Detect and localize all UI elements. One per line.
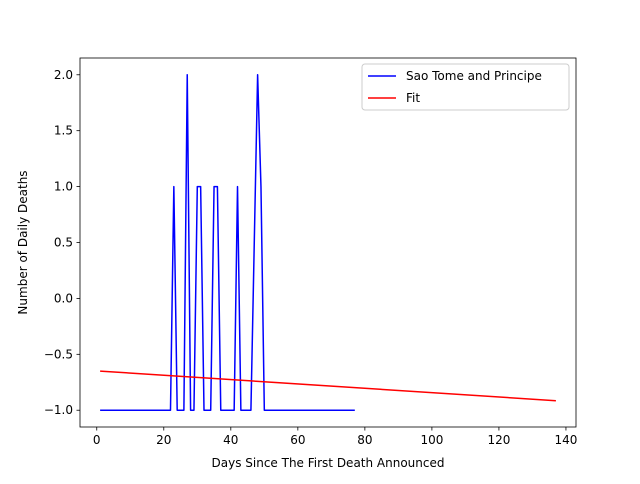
y-tick-label: 1.0 bbox=[54, 180, 73, 194]
x-tick-label: 140 bbox=[554, 433, 577, 447]
legend-label-1: Fit bbox=[406, 91, 420, 105]
x-tick-label: 20 bbox=[156, 433, 171, 447]
x-tick-label: 100 bbox=[420, 433, 443, 447]
legend-label-0: Sao Tome and Principe bbox=[406, 69, 542, 83]
y-tick-label: −0.5 bbox=[44, 347, 73, 361]
y-tick-label: −1.0 bbox=[44, 403, 73, 417]
x-tick-label: 40 bbox=[223, 433, 238, 447]
y-axis-label: Number of Daily Deaths bbox=[16, 170, 30, 314]
series-line-1 bbox=[100, 370, 556, 402]
x-tick-label: 80 bbox=[357, 433, 372, 447]
axes: 0 20 40 60 80 100 120 140 −1.0 −0.5 0.0 0.5 1.0 1.5 2.… bbox=[16, 57, 577, 470]
x-tick-label: 60 bbox=[290, 433, 305, 447]
plot-area bbox=[100, 74, 556, 411]
y-tick-label: 0.5 bbox=[54, 236, 73, 250]
legend-box bbox=[361, 63, 570, 111]
y-tick-label: 2.0 bbox=[54, 68, 73, 82]
series-line-0 bbox=[100, 74, 355, 411]
x-tick-label: 120 bbox=[487, 433, 510, 447]
x-axis-label: Days Since The First Death Announced bbox=[212, 456, 445, 470]
axes-frame bbox=[79, 57, 577, 428]
legend: Sao Tome and Principe Fit bbox=[361, 63, 570, 111]
y-tick-label: 0.0 bbox=[54, 291, 73, 305]
x-tick-label: 0 bbox=[93, 433, 101, 447]
y-tick-label: 1.5 bbox=[54, 124, 73, 138]
